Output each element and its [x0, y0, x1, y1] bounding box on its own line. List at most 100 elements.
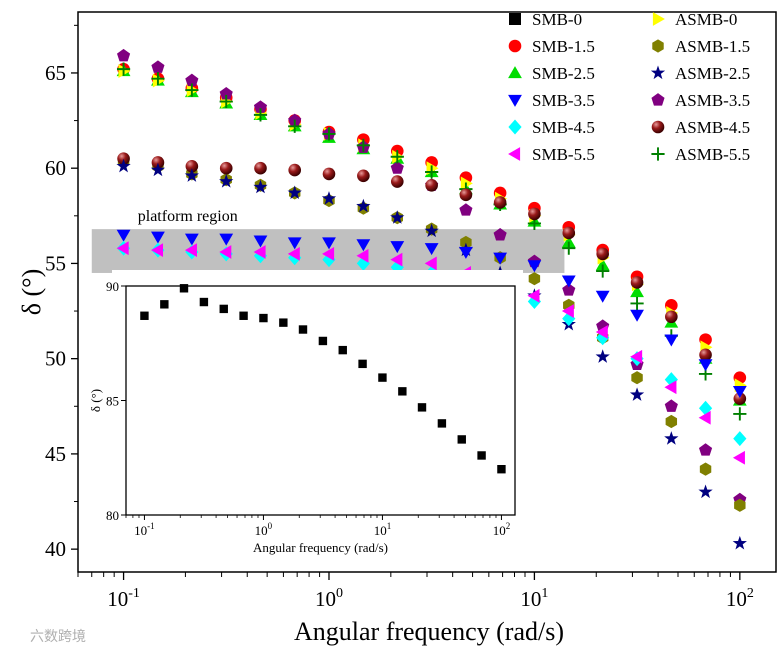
- inset-point-smb-0: [358, 359, 367, 369]
- legend-marker-asmb-3-5: [651, 93, 665, 106]
- point-smb-2-5: [595, 258, 610, 271]
- point-smb-3-5: [116, 229, 131, 242]
- point-asmb-1-5: [460, 235, 472, 250]
- inset-point-smb-0: [239, 311, 248, 320]
- x-tick-label: 100: [315, 586, 343, 611]
- inset-y-axis-label: δ (°): [88, 389, 103, 412]
- legend-label-smb-1-5: SMB-1.5: [532, 37, 595, 56]
- point-asmb-4-5: [151, 156, 165, 169]
- point-smb-3-5: [424, 243, 439, 256]
- point-smb-3-5: [493, 252, 508, 265]
- point-asmb-3-5: [390, 161, 404, 174]
- point-asmb-1-5: [528, 272, 541, 286]
- legend-label-smb-0: SMB-0: [532, 10, 582, 29]
- legend-label-smb-5-5: SMB-5.5: [532, 145, 595, 164]
- point-asmb-4-5: [185, 159, 199, 173]
- point-asmb-5-5: [733, 407, 747, 421]
- point-smb-5-5: [424, 256, 437, 271]
- point-asmb-2-5: [698, 484, 713, 499]
- point-asmb-3-5: [562, 283, 576, 296]
- inset-point-smb-0: [417, 403, 427, 412]
- point-smb-5-5: [664, 380, 677, 395]
- point-asmb-5-5: [596, 264, 610, 278]
- inset-y-tick-label: 85: [106, 394, 119, 409]
- legend-marker-smb-3-5: [508, 94, 522, 107]
- point-asmb-2-5: [629, 387, 645, 401]
- x-tick-label: 101: [520, 586, 548, 611]
- point-asmb-3-5: [117, 48, 131, 62]
- legend-marker-asmb-4-5: [651, 120, 665, 134]
- point-smb-3-5: [595, 290, 610, 303]
- point-asmb-3-5: [664, 399, 678, 412]
- point-asmb-2-5: [390, 210, 405, 224]
- point-asmb-4-5: [665, 310, 678, 324]
- point-asmb-1-5: [631, 371, 643, 385]
- legend-marker-smb-5-5: [508, 147, 521, 161]
- point-smb-4-5: [733, 431, 747, 447]
- point-smb-3-5: [184, 233, 199, 246]
- point-asmb-4-5: [322, 167, 336, 181]
- point-smb-3-5: [390, 241, 405, 254]
- point-asmb-3-5: [253, 100, 268, 113]
- inset-x-axis-label: Angular frequency (rad/s): [253, 540, 388, 555]
- point-asmb-5-5: [288, 119, 302, 133]
- point-asmb-5-5: [185, 83, 199, 97]
- point-asmb-5-5: [390, 150, 404, 164]
- point-smb-5-5: [322, 247, 335, 261]
- legend-label-asmb-0: ASMB-0: [675, 10, 737, 29]
- legend-label-asmb-1-5: ASMB-1.5: [675, 37, 750, 56]
- watermark: 六数跨境: [30, 629, 86, 645]
- legend-marker-smb-4-5: [508, 119, 522, 135]
- legend-label-smb-3-5: SMB-3.5: [532, 91, 595, 110]
- point-smb-5-5: [116, 241, 129, 256]
- point-smb-3-5: [527, 260, 542, 273]
- point-smb-3-5: [459, 246, 473, 259]
- series-smb-3-5: [116, 229, 747, 398]
- inset-point-smb-0: [140, 311, 149, 320]
- point-asmb-2-5: [321, 191, 337, 205]
- inset-point-smb-0: [338, 345, 347, 355]
- y-axis-label: δ (°): [17, 269, 46, 315]
- point-asmb-4-5: [493, 196, 507, 209]
- point-asmb-4-5: [390, 175, 404, 188]
- series-asmb-4-5: [117, 152, 747, 405]
- inset-series-smb-0: [140, 284, 506, 474]
- point-asmb-2-5: [219, 174, 234, 188]
- inset-point-smb-0: [437, 419, 447, 428]
- point-smb-5-5: [184, 243, 197, 257]
- point-asmb-2-5: [732, 535, 747, 550]
- point-smb-3-5: [664, 334, 679, 347]
- point-smb-5-5: [527, 288, 540, 303]
- legend-label-asmb-3-5: ASMB-3.5: [675, 91, 750, 110]
- inset-point-smb-0: [378, 373, 387, 382]
- legend-marker-smb-1-5: [508, 39, 522, 53]
- point-asmb-3-5: [151, 60, 165, 73]
- point-asmb-2-5: [664, 431, 679, 445]
- point-smb-3-5: [151, 231, 165, 244]
- legend-label-smb-4-5: SMB-4.5: [532, 118, 595, 137]
- point-asmb-2-5: [424, 223, 439, 238]
- y-tick-label: 40: [45, 537, 66, 561]
- inset-point-smb-0: [298, 325, 308, 334]
- inset-point-smb-0: [160, 300, 169, 309]
- point-asmb-5-5: [116, 62, 131, 76]
- point-asmb-3-5: [459, 203, 473, 216]
- inset-point-smb-0: [219, 304, 228, 314]
- point-asmb-3-5: [185, 73, 199, 87]
- inset-point-smb-0: [477, 451, 486, 460]
- inset-point-smb-0: [179, 284, 189, 293]
- point-smb-5-5: [151, 243, 164, 257]
- x-tick-label: 102: [726, 586, 754, 611]
- point-asmb-2-5: [150, 162, 166, 177]
- point-smb-3-5: [356, 239, 371, 252]
- legend-marker-asmb-2-5: [650, 65, 666, 80]
- point-asmb-2-5: [253, 179, 268, 194]
- inset-point-smb-0: [398, 387, 407, 396]
- inset-point-smb-0: [318, 336, 328, 346]
- point-smb-3-5: [287, 237, 302, 250]
- inset-point-smb-0: [279, 318, 288, 327]
- platform-region-label: platform region: [138, 208, 238, 225]
- point-asmb-1-5: [734, 498, 746, 512]
- point-smb-3-5: [561, 275, 576, 288]
- point-asmb-4-5: [596, 247, 609, 261]
